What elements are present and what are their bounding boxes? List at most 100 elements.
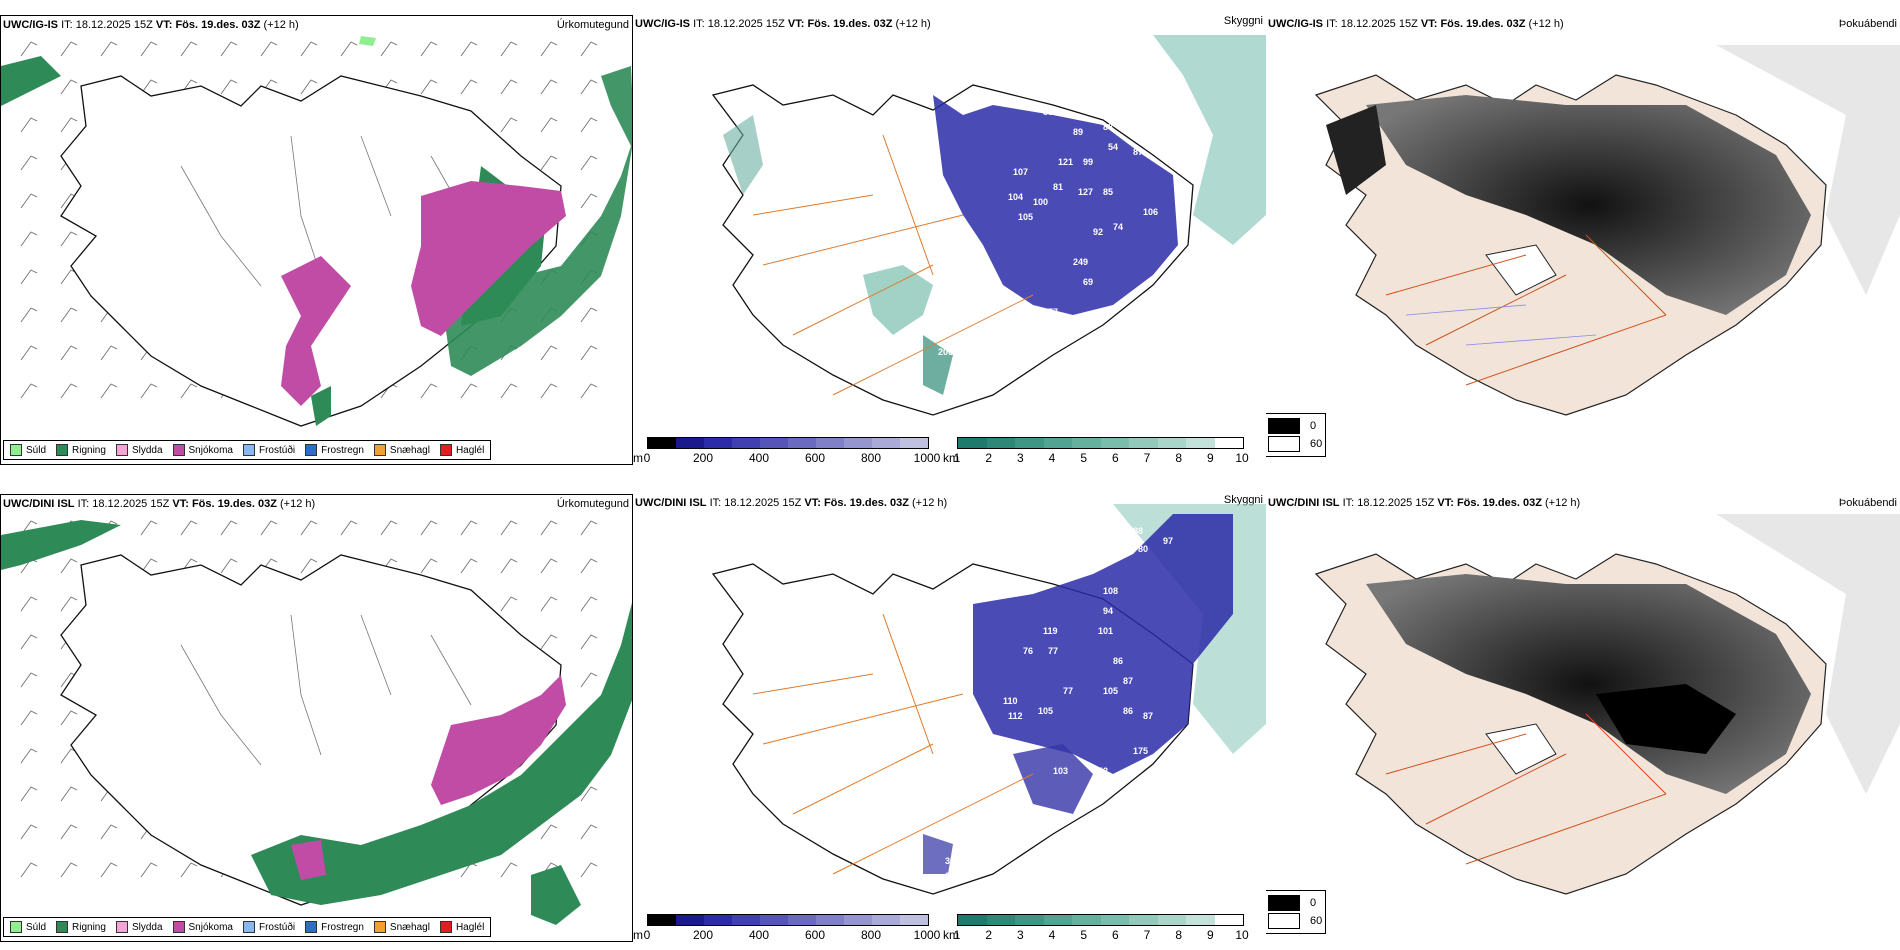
fog-legend: 0 60 [1266, 413, 1327, 457]
ceiling-value-label: 108 [1103, 586, 1118, 596]
visibility-colorbar: km 1 2 3 4 5 6 7 8 9 10 [943, 437, 1253, 465]
legend-label: Rigning [72, 444, 106, 456]
wind-barb [540, 345, 558, 361]
colorbar-tick: 1000 [913, 928, 941, 942]
wind-barb [220, 520, 238, 536]
wind-barb [60, 307, 78, 323]
wind-barb [580, 786, 598, 802]
legend-label: Snæhagl [389, 921, 430, 933]
wind-barb [20, 672, 38, 688]
wind-barb [60, 41, 78, 57]
legend-swatch [56, 921, 69, 933]
colorbar-strip [957, 437, 1244, 449]
colorbar-segment [648, 915, 676, 925]
wind-barb [540, 596, 558, 612]
ceiling-value-label: 131 [1073, 546, 1088, 556]
colorbar-segment [788, 915, 816, 925]
legend-item: Frostúði [242, 444, 295, 456]
colorbar-tick: 3 [1016, 451, 1024, 465]
legend-swatch [56, 444, 69, 456]
wind-barb [580, 558, 598, 574]
wind-barb [220, 79, 238, 95]
wind-barb [540, 155, 558, 171]
colorbar-tick: 400 [748, 451, 770, 465]
ceiling-value-label: 103 [1053, 766, 1068, 776]
colorbar-tick: 1 [953, 451, 961, 465]
colorbar-segment [676, 438, 704, 448]
colorbar-segment [1015, 915, 1044, 925]
fog-indicator-panel-bottom: UWC/DINI ISL IT: 18.12.2025 15Z VT: Fös.… [1266, 494, 1900, 942]
fog-legend-label: 60 [1310, 915, 1323, 927]
colorbar-segment [958, 915, 987, 925]
panel-type-label: Þokuábendi [1838, 18, 1897, 30]
fog-legend-swatch [1268, 913, 1300, 929]
wind-barb [60, 824, 78, 840]
legend-item: Haglél [439, 444, 484, 456]
colorbar-strip [957, 914, 1244, 926]
legend-item: Frostregn [305, 921, 364, 933]
wind-barb [100, 862, 118, 878]
colorbar-tick: 10 [1235, 928, 1249, 942]
wind-barb [540, 634, 558, 650]
wind-barb [140, 79, 158, 95]
legend-item: Snjókoma [172, 444, 233, 456]
colorbar-tick: 3 [1016, 928, 1024, 942]
ceiling-value-label: 290 [945, 871, 960, 881]
colorbar-unit: m [633, 928, 643, 942]
ceiling-value-label: 56 [1153, 786, 1163, 796]
colorbar-unit: m [633, 451, 643, 465]
wind-barb [420, 41, 438, 57]
ceiling-value-label: 306 [945, 856, 960, 866]
wind-barb [260, 520, 278, 536]
wind-barb [540, 558, 558, 574]
fog-legend-row: 0 [1268, 417, 1322, 435]
ceiling-value-label: 89 [1073, 127, 1083, 137]
wind-barb [140, 862, 158, 878]
wind-barb [100, 345, 118, 361]
panel-type-label: Úrkomutegund [556, 19, 629, 31]
wind-barb [100, 383, 118, 399]
wind-barb [580, 862, 598, 878]
colorbar-tick: 2 [985, 928, 992, 942]
wind-barb [300, 520, 318, 536]
colorbar-tick: 600 [804, 451, 826, 465]
legend-item: Snæhagl [373, 921, 430, 933]
wind-barb [60, 383, 78, 399]
wind-barb [540, 41, 558, 57]
wind-barb [300, 558, 318, 574]
colorbar-tick: 6 [1111, 451, 1119, 465]
colorbar-segment [1214, 438, 1243, 448]
panel-type-label: Skyggni [1223, 494, 1263, 506]
colorbar-tick: 8 [1175, 928, 1182, 942]
panel-header: UWC/IG-IS IT: 18.12.2025 15Z VT: Fös. 19… [1268, 18, 1564, 30]
panel-type-label: Úrkomutegund [556, 498, 629, 510]
legend-swatch [439, 921, 452, 933]
colorbar-segment [760, 915, 788, 925]
colorbar-segment [958, 438, 987, 448]
wind-barb [20, 307, 38, 323]
wind-barb [20, 520, 38, 536]
wind-barb [60, 558, 78, 574]
wind-barb [380, 520, 398, 536]
colorbar-tick: 1000 [913, 451, 941, 465]
visibility-panel-bottom: UWC/DINI ISL IT: 18.12.2025 15Z VT: Fös.… [633, 494, 1266, 942]
colorbar-tick: 9 [1206, 928, 1214, 942]
wind-barb [20, 383, 38, 399]
colorbar-strip [647, 914, 929, 926]
fog-map [1314, 514, 1900, 895]
ceiling-value-label: 118 [1053, 327, 1068, 337]
colorbar-tick: 200 [692, 928, 714, 942]
colorbar-segment [1015, 438, 1044, 448]
wind-barb [20, 748, 38, 764]
wind-barb [500, 862, 518, 878]
wind-barb [60, 710, 78, 726]
ceiling-value-label: 105 [1018, 212, 1033, 222]
legend-item: Rigning [56, 921, 106, 933]
fog-map [1314, 45, 1900, 416]
ceiling-value-label: 249 [1073, 257, 1088, 267]
wind-barb [60, 79, 78, 95]
wind-barb [580, 155, 598, 171]
wind-barb [540, 117, 558, 133]
legend-item: Frostúði [242, 921, 295, 933]
fog-legend-label: 0 [1310, 420, 1317, 432]
